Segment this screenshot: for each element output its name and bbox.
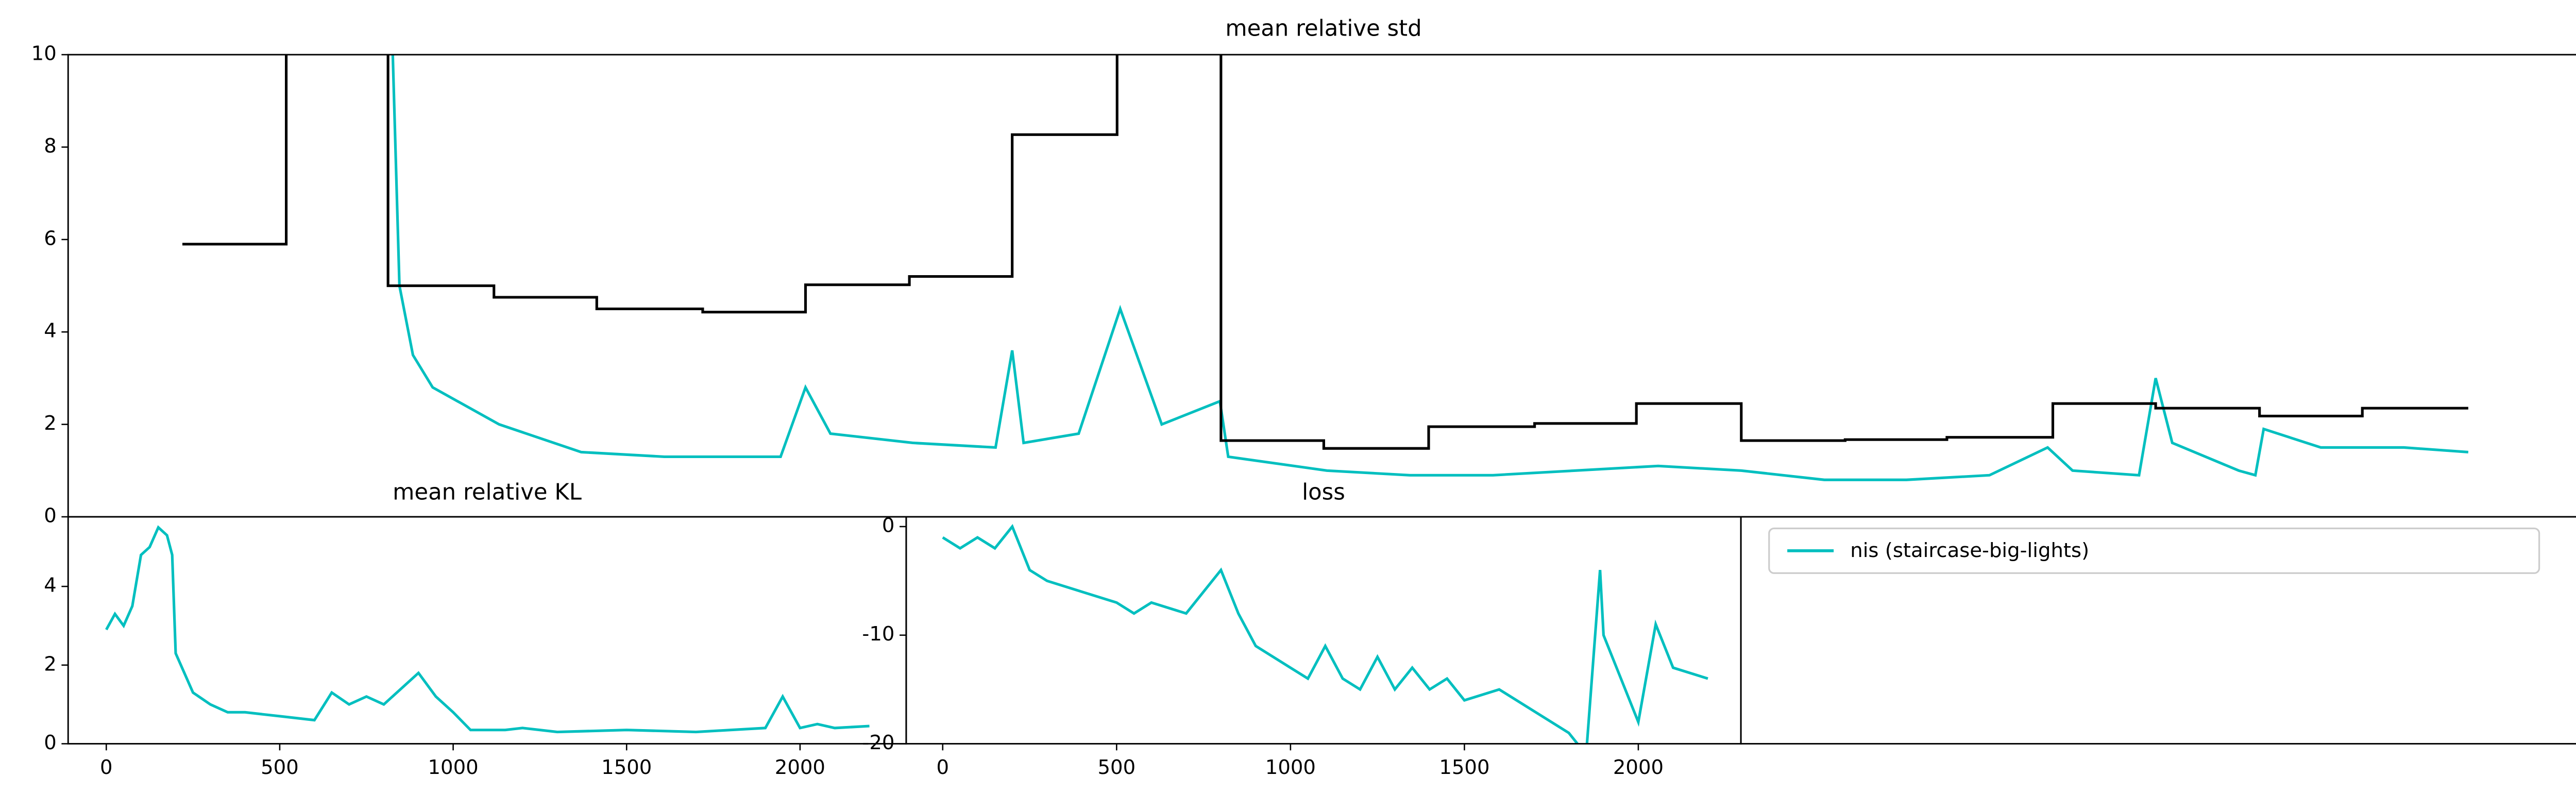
y-tick-label: 4 (44, 319, 57, 343)
x-tick-label: 1000 (428, 756, 479, 779)
y-tick-label: -20 (862, 731, 894, 754)
y-tick-label: 0 (44, 504, 57, 527)
y-tick-label: 2 (44, 412, 57, 435)
x-tick-label: 0 (937, 756, 950, 779)
y-tick-label: 6 (44, 227, 57, 250)
chart-title: mean relative KL (393, 479, 582, 505)
y-tick-label: 4 (44, 574, 57, 597)
legend-box (1768, 527, 2540, 574)
y-tick-label: 10 (31, 42, 57, 65)
legend-label: nis (staircase-big-lights) (1850, 539, 2089, 562)
y-tick-label: -10 (862, 622, 894, 646)
x-tick-label: 1500 (601, 756, 652, 779)
series-line (391, 55, 2469, 481)
x-tick-label: 2000 (775, 756, 825, 779)
y-tick-label: 0 (44, 731, 57, 754)
series-line (182, 55, 2468, 450)
chart-title: loss (1302, 479, 1345, 505)
y-tick-label: 0 (882, 514, 895, 537)
x-tick-label: 500 (1098, 756, 1136, 779)
x-tick-label: 500 (261, 756, 299, 779)
y-tick-label: 2 (44, 652, 57, 676)
series-line (105, 525, 870, 734)
x-tick-label: 2000 (1613, 756, 1664, 779)
y-tick-label: 8 (44, 134, 57, 158)
x-tick-label: 1500 (1439, 756, 1489, 779)
series-line (942, 524, 1708, 744)
x-tick-label: 1000 (1265, 756, 1316, 779)
x-tick-label: 0 (100, 756, 113, 779)
legend-axes (1740, 516, 2576, 745)
chart-title: mean relative std (1225, 15, 1421, 41)
